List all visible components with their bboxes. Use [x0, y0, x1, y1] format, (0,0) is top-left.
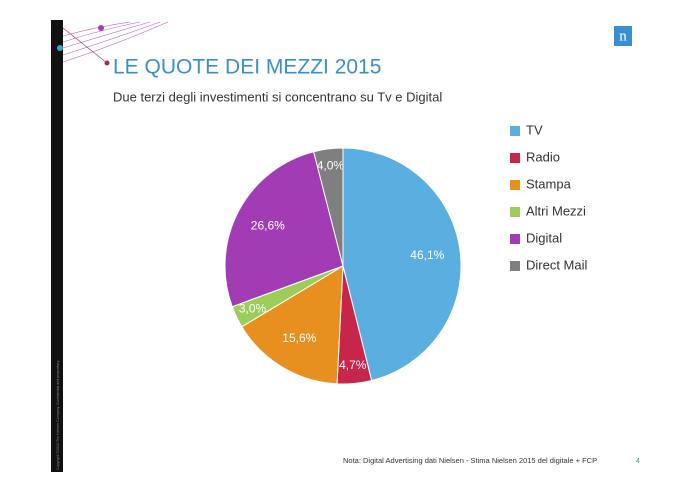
- legend-label: Digital: [526, 230, 562, 245]
- legend-label: Stampa: [526, 176, 572, 191]
- legend-swatch: [510, 153, 520, 163]
- legend-label: TV: [526, 122, 543, 137]
- logo-box: [614, 26, 632, 46]
- legend-swatch: [510, 261, 520, 271]
- legend-label: Radio: [526, 149, 560, 164]
- side-bar: [51, 20, 63, 472]
- title: LE QUOTE DEI MEZZI 2015: [113, 56, 381, 79]
- data-label: 46,1%: [410, 248, 444, 262]
- pie-slice: [313, 147, 344, 267]
- subtitle: Due terzi degli investimenti si concentr…: [113, 89, 442, 104]
- footnote: Nota: Digital Advertising dati Nielsen -…: [343, 456, 597, 465]
- data-label: 4,7%: [339, 358, 367, 372]
- data-label: 3,0%: [239, 301, 267, 315]
- decoration: [62, 21, 169, 64]
- legend-swatch: [510, 180, 520, 190]
- logo: n: [619, 28, 627, 44]
- pie-slice: [342, 147, 462, 382]
- legend-swatch: [510, 126, 520, 136]
- legend-swatch: [510, 207, 520, 217]
- decoration-dot: [98, 25, 104, 31]
- page-number: 4: [636, 458, 640, 465]
- data-label: 4,0%: [317, 159, 345, 173]
- legend-swatch: [510, 234, 520, 244]
- legend-label: Direct Mail: [526, 257, 588, 272]
- pie-slice: [224, 151, 344, 308]
- legend-label: Altri Mezzi: [526, 203, 586, 218]
- pie-slice: [241, 265, 344, 385]
- data-label: 15,6%: [282, 331, 316, 345]
- decoration-dot: [104, 60, 110, 66]
- copyright: Copyright ©2013 The Nielsen Company. Con…: [56, 360, 60, 470]
- data-label: 26,6%: [251, 219, 285, 233]
- decoration-dot: [57, 45, 63, 51]
